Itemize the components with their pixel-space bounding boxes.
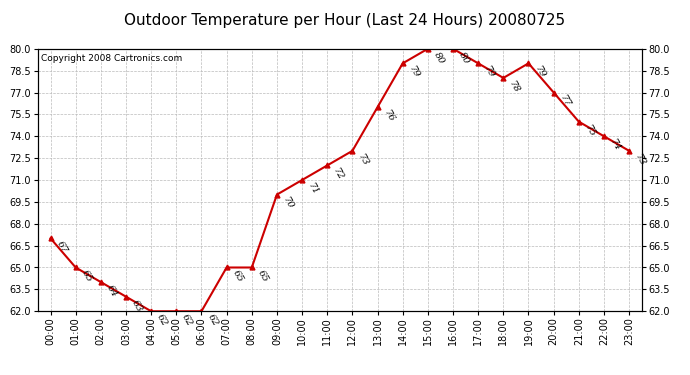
Text: 78: 78: [508, 79, 522, 94]
Text: 63: 63: [130, 298, 144, 314]
Text: 65: 65: [80, 269, 94, 284]
Text: 79: 79: [407, 65, 421, 80]
Text: 67: 67: [55, 240, 69, 255]
Text: 77: 77: [558, 94, 572, 109]
Text: 72: 72: [331, 167, 346, 182]
Text: 73: 73: [357, 152, 371, 168]
Text: 64: 64: [105, 284, 119, 299]
Text: 71: 71: [306, 182, 320, 197]
Text: 62: 62: [155, 313, 169, 328]
Text: 65: 65: [256, 269, 270, 284]
Text: 65: 65: [230, 269, 245, 284]
Text: 76: 76: [382, 108, 396, 124]
Text: 74: 74: [608, 138, 622, 153]
Text: Outdoor Temperature per Hour (Last 24 Hours) 20080725: Outdoor Temperature per Hour (Last 24 Ho…: [124, 13, 566, 28]
Text: 75: 75: [583, 123, 597, 138]
Text: 80: 80: [432, 50, 446, 66]
Text: 80: 80: [457, 50, 471, 66]
Text: Copyright 2008 Cartronics.com: Copyright 2008 Cartronics.com: [41, 54, 182, 63]
Text: 62: 62: [206, 313, 219, 328]
Text: 73: 73: [633, 152, 647, 168]
Text: 79: 79: [533, 65, 546, 80]
Text: 62: 62: [181, 313, 195, 328]
Text: 70: 70: [281, 196, 295, 211]
Text: 79: 79: [482, 65, 496, 80]
